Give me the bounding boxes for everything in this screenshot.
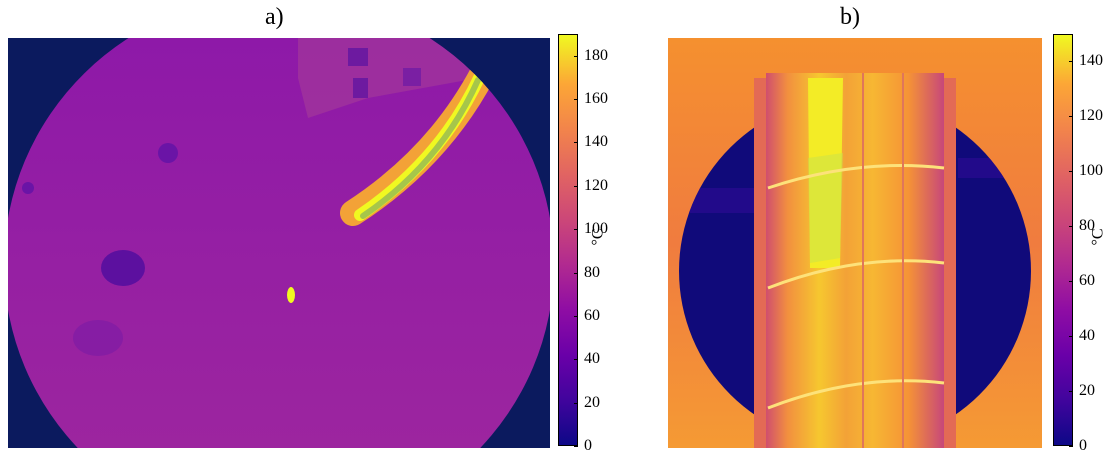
colorbar-tick-label: 60: [584, 306, 600, 324]
colorbar-tick-label: 0: [1079, 437, 1087, 454]
colorbar-tick-label: 140: [584, 133, 608, 151]
colorbar-tick-label: 160: [584, 90, 608, 108]
thermal-image-b: [668, 38, 1042, 448]
colorbar-tick-mark: [574, 402, 578, 404]
colorbar-tick-mark: [574, 142, 578, 144]
colorbar-tick-label: 40: [1079, 327, 1095, 345]
colorbar-tick-label: 100: [1079, 162, 1103, 180]
colorbar-tick-mark: [1069, 226, 1073, 228]
colorbar-tick-label: 120: [1079, 107, 1103, 125]
colorbar-tick-label: 20: [1079, 382, 1095, 400]
colorbar-tick-mark: [1069, 116, 1073, 118]
colorbar-tick-mark: [574, 359, 578, 361]
colorbar-a: [558, 34, 578, 446]
colorbar-tick-label: 100: [584, 220, 608, 238]
colorbar-tick-label: 60: [1079, 272, 1095, 290]
colorbar-tick-label: 80: [1079, 217, 1095, 235]
colorbar-tick-mark: [574, 315, 578, 317]
colorbar-tick-label: 80: [584, 263, 600, 281]
colorbar-a-unit: °C: [589, 228, 607, 246]
colorbar-b: [1053, 34, 1073, 446]
panel-b-label: b): [840, 4, 860, 30]
colorbar-tick-mark: [574, 185, 578, 187]
colorbar-tick-label: 20: [584, 393, 600, 411]
colorbar-tick-mark: [574, 446, 578, 447]
colorbar-tick-label: 180: [584, 46, 608, 64]
colorbar-tick-mark: [574, 272, 578, 274]
colorbar-tick-mark: [1069, 171, 1073, 173]
colorbar-tick-mark: [1069, 446, 1073, 447]
colorbar-tick-label: 0: [584, 437, 592, 454]
colorbar-tick-label: 40: [584, 350, 600, 368]
colorbar-tick-mark: [1069, 336, 1073, 338]
colorbar-b-unit: °C: [1089, 228, 1107, 246]
panel-a-label: a): [265, 4, 284, 30]
thermal-image-a: [8, 38, 550, 448]
colorbar-tick-mark: [1069, 391, 1073, 393]
colorbar-tick-label: 140: [1079, 52, 1103, 70]
colorbar-tick-mark: [574, 55, 578, 57]
colorbar-tick-mark: [574, 229, 578, 231]
colorbar-tick-mark: [1069, 281, 1073, 283]
colorbar-tick-mark: [1069, 61, 1073, 63]
colorbar-tick-label: 120: [584, 176, 608, 194]
colorbar-tick-mark: [574, 99, 578, 101]
